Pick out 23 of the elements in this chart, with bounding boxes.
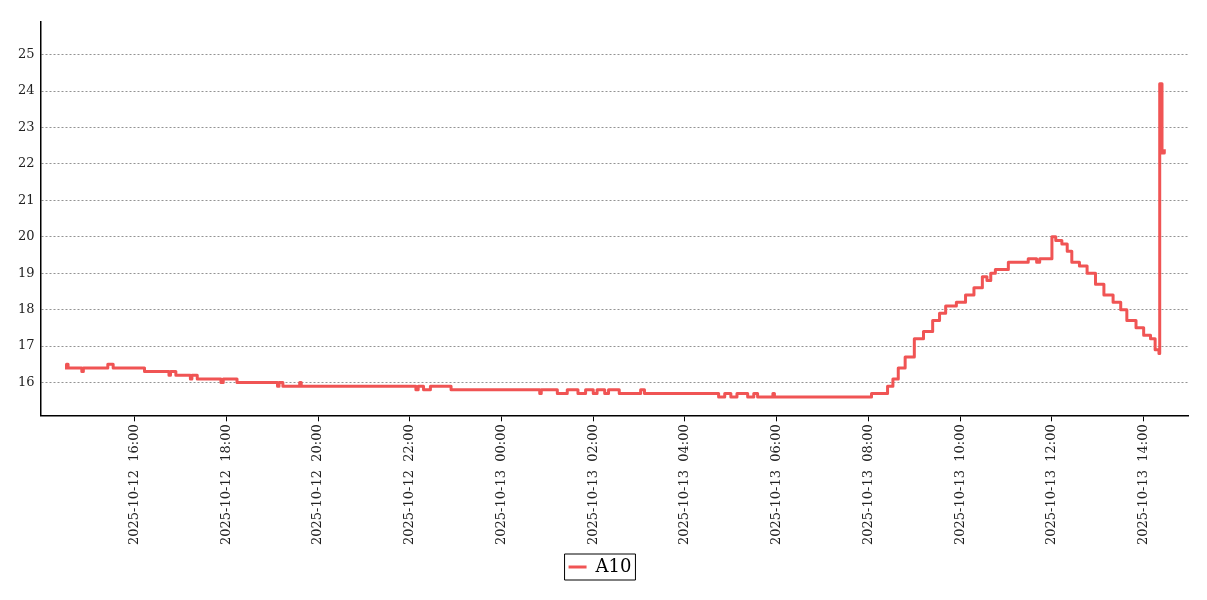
x-tick-label: 2025-10-13 00:00: [492, 424, 508, 546]
y-tick-label: 18: [18, 301, 35, 317]
x-tick-label: 2025-10-13 02:00: [584, 424, 600, 546]
legend-label: A10: [594, 554, 632, 576]
x-tick-label: 2025-10-13 08:00: [859, 424, 875, 546]
x-tick-label: 2025-10-13 06:00: [768, 424, 784, 546]
x-tick-label: 2025-10-13 14:00: [1135, 424, 1151, 546]
x-tick-label: 2025-10-13 12:00: [1043, 424, 1059, 546]
y-tick-label: 22: [18, 155, 35, 171]
y-tick-label: 24: [18, 82, 35, 98]
x-tick-label: 2025-10-12 18:00: [217, 424, 233, 546]
x-tick-label: 2025-10-13 10:00: [951, 424, 967, 546]
x-tick-label: 2025-10-13 04:00: [676, 424, 692, 546]
y-tick-label: 20: [18, 228, 35, 244]
x-tick-label: 2025-10-12 16:00: [125, 424, 141, 546]
y-tick-label: 17: [18, 337, 35, 353]
y-tick-label: 16: [18, 373, 35, 389]
y-tick-label: 21: [18, 191, 35, 207]
y-tick-label: 23: [18, 118, 35, 134]
x-tick-label: 2025-10-12 20:00: [309, 424, 325, 546]
x-tick-label: 2025-10-12 22:00: [401, 424, 417, 546]
y-tick-label: 25: [18, 45, 35, 61]
y-tick-label: 19: [18, 264, 35, 280]
